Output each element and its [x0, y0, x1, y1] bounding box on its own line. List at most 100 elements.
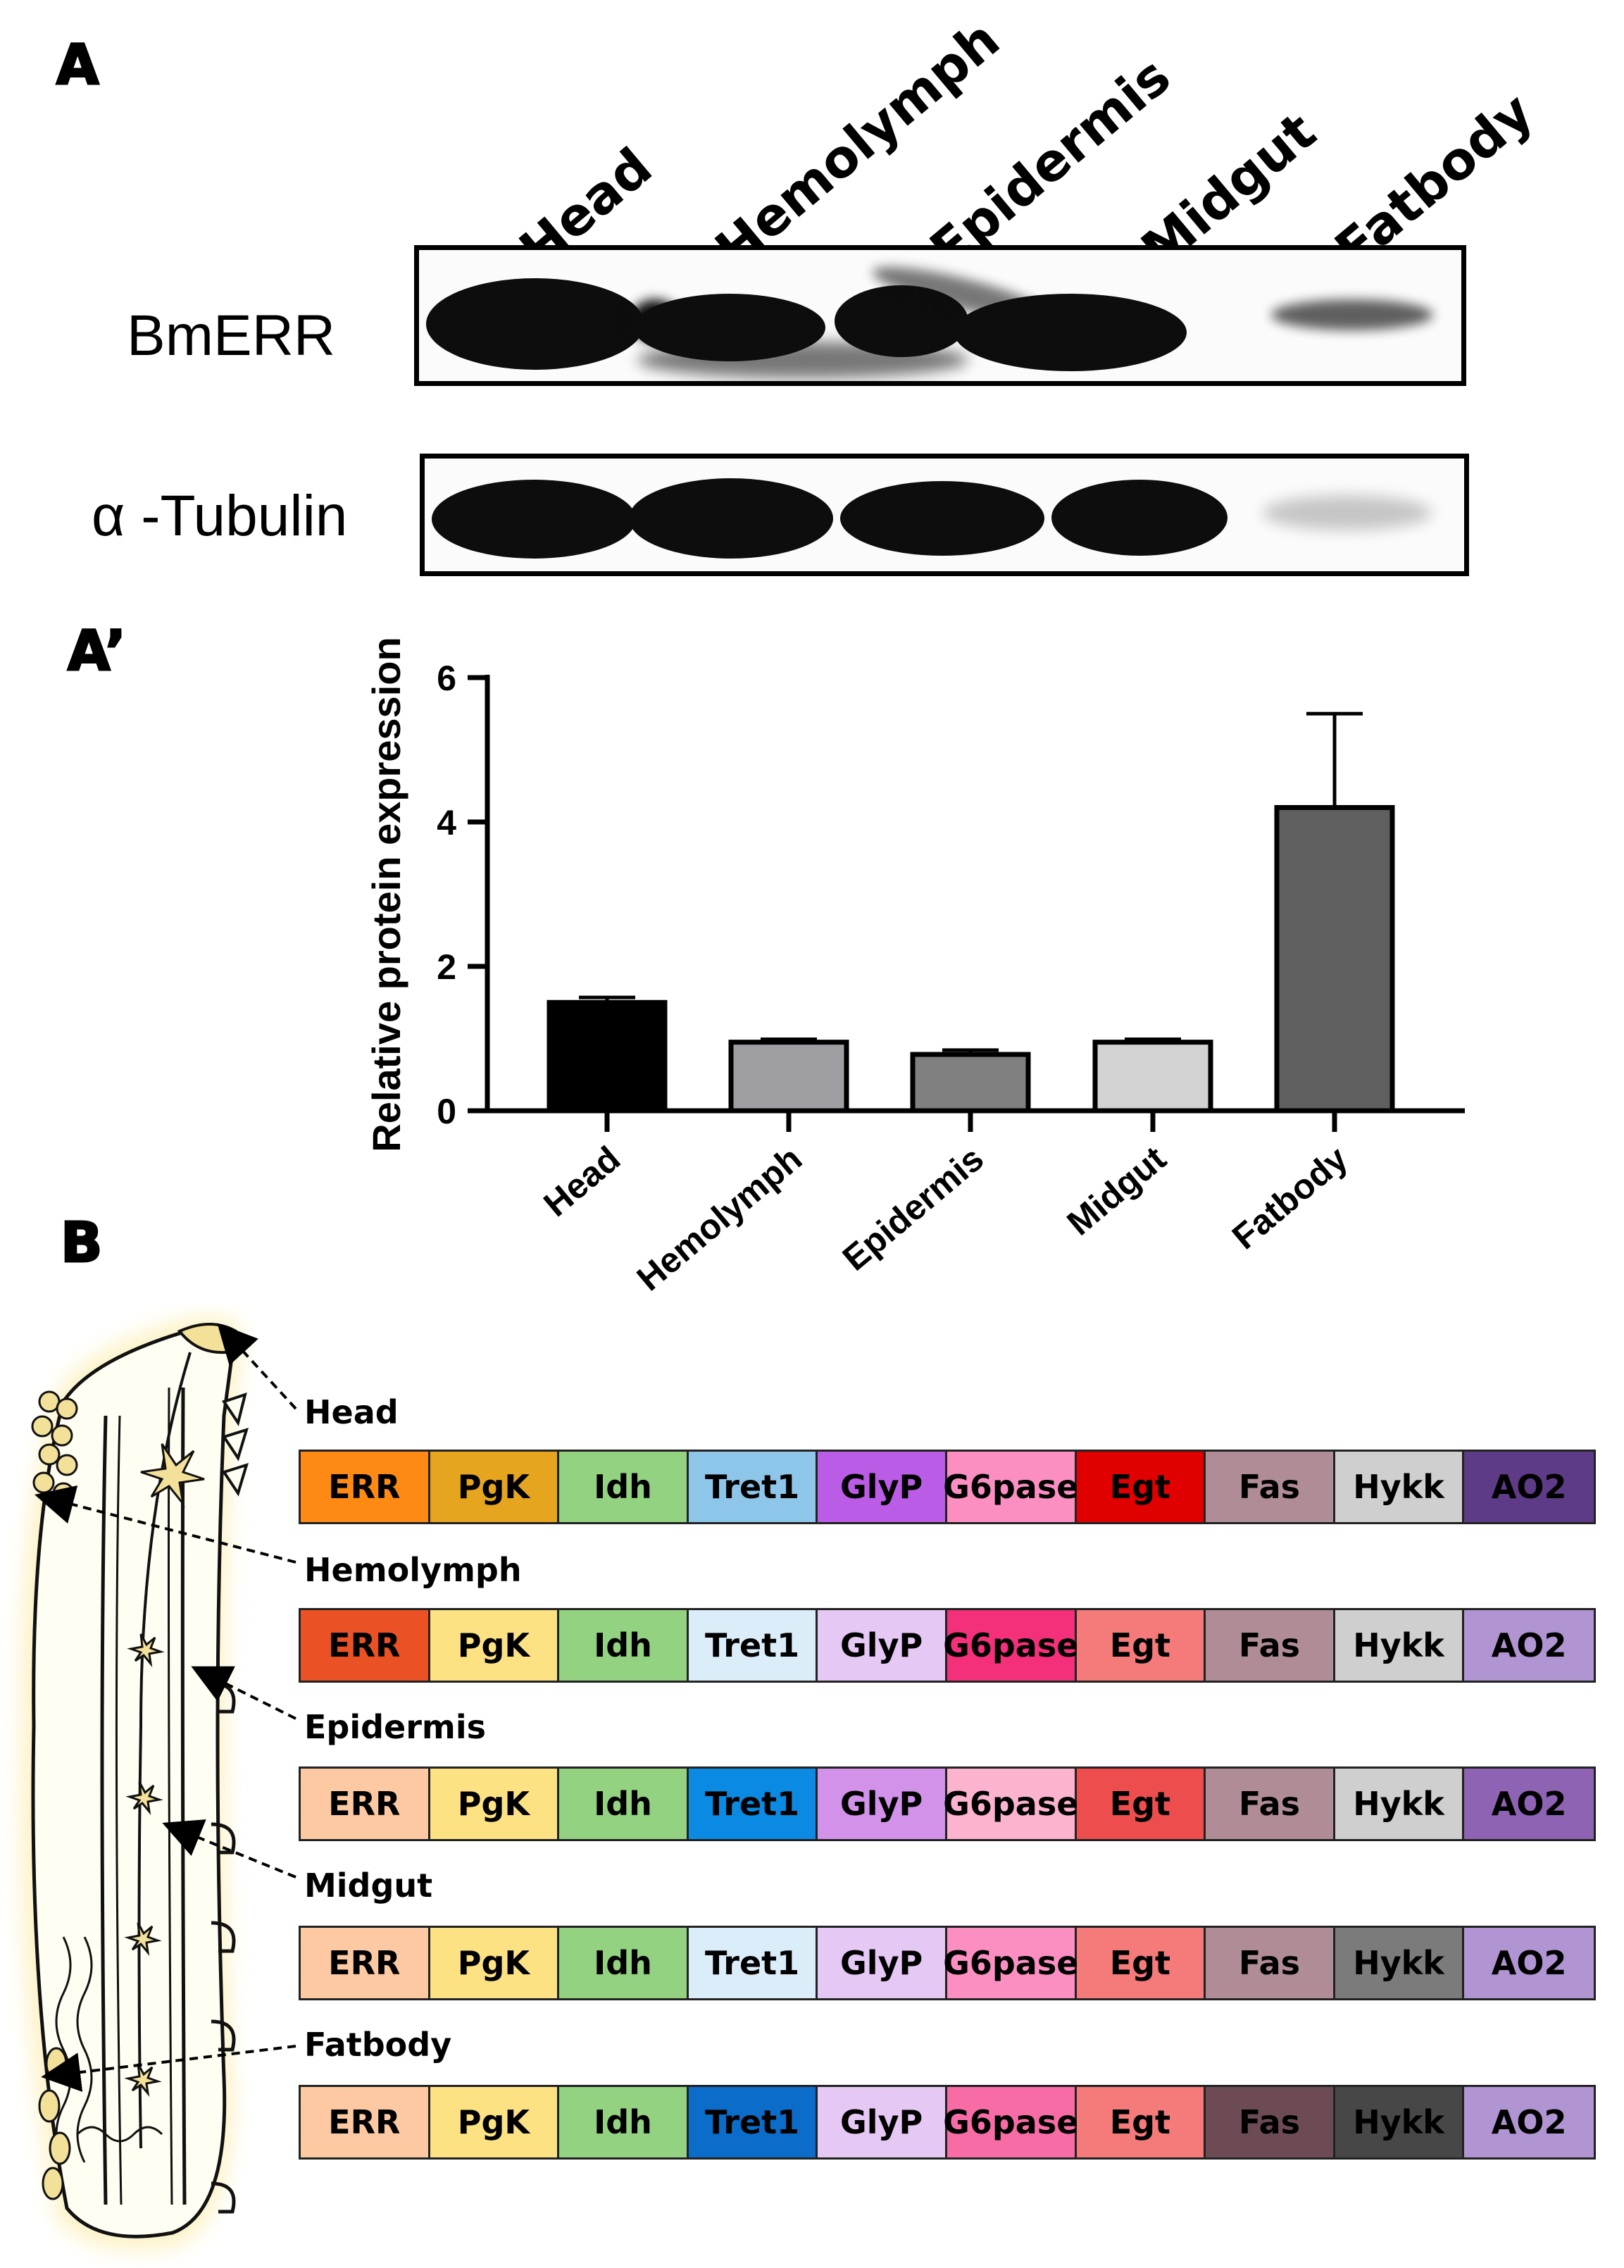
gene-cell-egt: Egt	[1076, 1610, 1206, 1681]
gene-cell-fas: Fas	[1206, 1928, 1335, 1998]
gene-cell-pgk: PgK	[430, 1610, 560, 1681]
gene-cell-err: ERR	[301, 1928, 430, 1998]
gene-cell-hykk: Hykk	[1335, 1928, 1465, 1998]
band-tubulin-head	[432, 480, 636, 559]
gene-row-head: ERR PgK Idh Tret1 GlyP G6pase Egt Fas Hykk AO2	[299, 1450, 1596, 1524]
gene-cell-g6pase: G6pase	[943, 2087, 1078, 2157]
tissue-label-hemolymph: Hemolymph	[304, 1551, 522, 1589]
gene-cell-ao2: AO2	[1464, 1452, 1594, 1522]
gene-cell-egt: Egt	[1076, 1928, 1206, 1998]
gene-cell-ao2: AO2	[1464, 2087, 1594, 2157]
gene-cell-idh: Idh	[559, 1928, 689, 1998]
band-bmerr-head	[426, 278, 644, 370]
intestine-coils	[55, 1936, 163, 2163]
gene-cell-egt: Egt	[1076, 2087, 1206, 2157]
leader-epidermis	[191, 1666, 296, 1720]
tissue-label-midgut: Midgut	[304, 1867, 433, 1905]
thoracic-legs	[221, 1392, 249, 1497]
gut-wall-left	[100, 1415, 108, 2205]
gene-cell-pgk: PgK	[430, 1452, 560, 1522]
gene-cell-g6pase: G6pase	[943, 1928, 1078, 1998]
gene-cell-g6pase: G6pase	[943, 1452, 1078, 1522]
bar-midgut	[1092, 1040, 1213, 1114]
y-axis-label: Relative protein expression	[364, 637, 408, 1152]
band-bmerr-hemolymph	[634, 294, 825, 361]
gene-cell-fas: Fas	[1206, 1769, 1335, 1839]
tissue-label-fatbody: Fatbody	[304, 2026, 452, 2064]
gene-cell-tret1: Tret1	[688, 1452, 818, 1522]
gene-cell-err: ERR	[301, 1452, 430, 1522]
leader-fatbody	[41, 2045, 296, 2092]
gene-cell-glyp: GlyP	[818, 2087, 947, 2157]
gene-cell-pgk: PgK	[430, 1928, 560, 1998]
leader-head	[217, 1323, 297, 1410]
band-bmerr-midgut	[954, 294, 1187, 371]
blot-strip-bmerr	[414, 245, 1466, 386]
y-tick-label: 4	[437, 803, 456, 842]
gene-cell-idh: Idh	[559, 2087, 689, 2157]
tissue-label-epidermis: Epidermis	[304, 1708, 487, 1746]
band-tubulin-midgut	[1051, 480, 1228, 556]
gene-cell-ao2: AO2	[1464, 1610, 1594, 1681]
gene-cell-glyp: GlyP	[818, 1928, 947, 1998]
gene-cell-ao2: AO2	[1464, 1769, 1594, 1839]
gene-cell-fas: Fas	[1206, 2087, 1335, 2157]
gene-cell-hykk: Hykk	[1335, 2087, 1465, 2157]
y-tick-label: 6	[437, 659, 456, 698]
gene-cell-ao2: AO2	[1464, 1928, 1594, 1998]
gene-cell-tret1: Tret1	[688, 1610, 818, 1681]
gene-cell-glyp: GlyP	[818, 1452, 947, 1522]
gene-cell-idh: Idh	[559, 1769, 689, 1839]
gut-wall-right-inner	[168, 1387, 173, 2205]
gene-cell-pgk: PgK	[430, 1769, 560, 1839]
nerve-cord	[137, 1352, 192, 2149]
gene-row-midgut: ERR PgK Idh Tret1 GlyP G6pase Egt Fas Hykk AO2	[299, 1926, 1596, 2000]
gene-row-epidermis: ERR PgK Idh Tret1 GlyP G6pase Egt Fas Hykk AO2	[299, 1767, 1596, 1841]
gene-cell-egt: Egt	[1076, 1769, 1206, 1839]
gene-cell-glyp: GlyP	[818, 1610, 947, 1681]
gene-cell-idh: Idh	[559, 1452, 689, 1522]
gene-cell-fas: Fas	[1206, 1610, 1335, 1681]
gene-cell-glyp: GlyP	[818, 1769, 947, 1839]
gene-cell-hykk: Hykk	[1335, 1452, 1465, 1522]
gut-wall-right	[180, 1387, 187, 2205]
gene-row-fatbody: ERR PgK Idh Tret1 GlyP G6pase Egt Fas Hykk AO2	[299, 2085, 1596, 2160]
band-tubulin-hemolymph	[629, 478, 833, 559]
gene-cell-err: ERR	[301, 1769, 430, 1839]
gene-cell-idh: Idh	[559, 1610, 689, 1681]
gene-row-hemolymph: ERR PgK Idh Tret1 GlyP G6pase Egt Fas Hykk AO2	[299, 1608, 1596, 1683]
leader-midgut	[162, 1819, 296, 1878]
gene-cell-tret1: Tret1	[688, 1928, 818, 1998]
gut-wall-left-inner	[115, 1415, 123, 2205]
gene-cell-fas: Fas	[1206, 1452, 1335, 1522]
tissue-label-head: Head	[304, 1393, 399, 1431]
gene-cell-pgk: PgK	[430, 2087, 560, 2157]
y-tick-label: 0	[437, 1092, 456, 1131]
gene-cell-err: ERR	[301, 1610, 430, 1681]
gene-cell-err: ERR	[301, 2087, 430, 2157]
panel-label-a: A	[55, 33, 99, 99]
panel-label-a-prime: A’	[67, 619, 127, 685]
blot-row-label-bmerr: BmERR	[127, 304, 336, 368]
y-tick-label: 2	[437, 947, 456, 987]
band-tubulin-fatbody	[1263, 495, 1432, 530]
bar-head	[546, 999, 668, 1114]
band-bmerr-fatbody	[1271, 299, 1433, 330]
gene-cell-hykk: Hykk	[1335, 1610, 1465, 1681]
gene-cell-tret1: Tret1	[688, 1769, 818, 1839]
nerve-ganglia	[124, 1443, 205, 2098]
blot-row-label-tubulin: α -Tubulin	[92, 484, 348, 548]
panel-label-b: B	[59, 1211, 103, 1276]
gene-cell-egt: Egt	[1076, 1452, 1206, 1522]
bar-hemolymph	[728, 1040, 849, 1114]
band-tubulin-epidermis	[840, 481, 1044, 556]
y-ticks: 0 2 4 6	[437, 659, 487, 1131]
leader-hemolymph	[35, 1485, 296, 1564]
blot-strip-tubulin	[420, 454, 1469, 576]
gene-cell-g6pase: G6pase	[943, 1610, 1078, 1681]
gene-cell-hykk: Hykk	[1335, 1769, 1465, 1839]
gene-cell-g6pase: G6pase	[943, 1769, 1078, 1839]
bar-fatbody	[1274, 805, 1395, 1114]
